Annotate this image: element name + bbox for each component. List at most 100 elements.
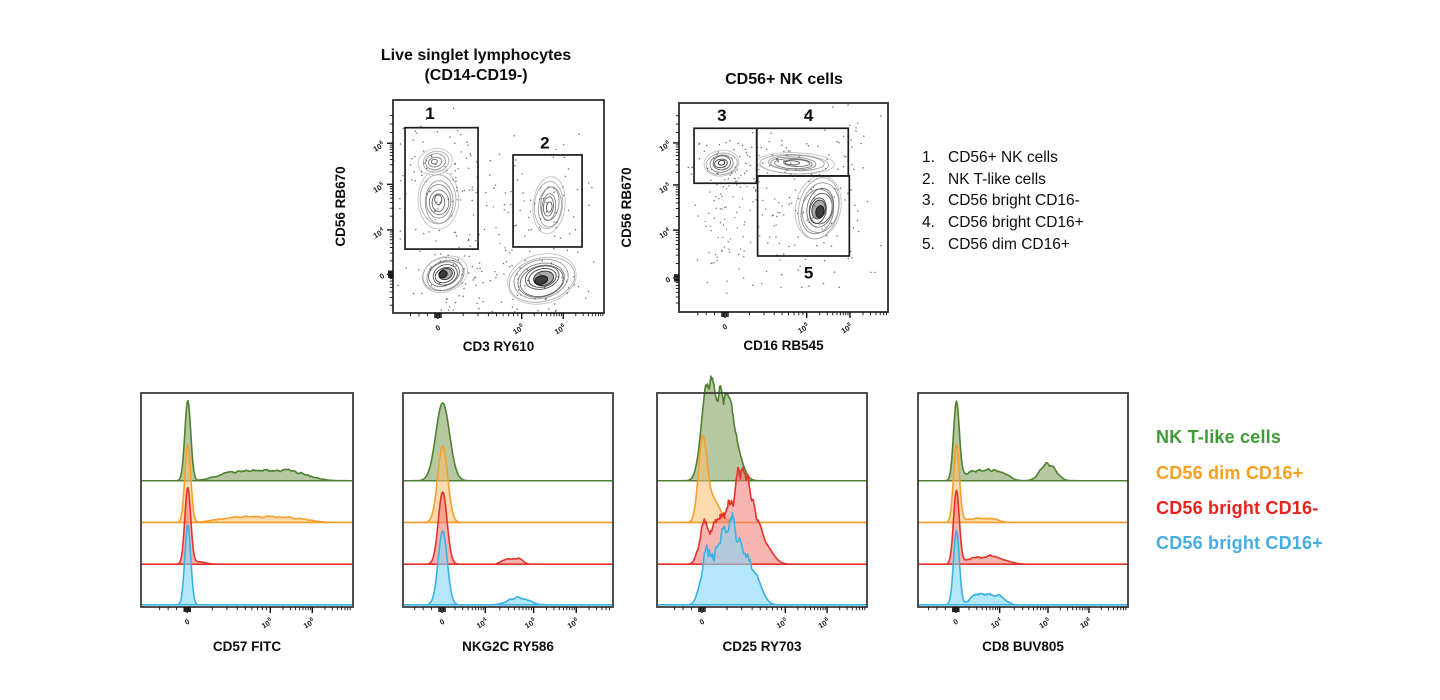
- tick-label: 106: [657, 139, 672, 153]
- histogram-rows: [657, 375, 867, 606]
- x-axis: 0 105 106: [697, 312, 887, 335]
- gate-list-number: 2.: [922, 170, 935, 188]
- histogram-curve-red: [403, 491, 613, 565]
- svg-text:106: 106: [1078, 617, 1093, 631]
- gate-list-label: CD56 bright CD16-: [948, 192, 1080, 210]
- tick-label: 0: [438, 617, 446, 627]
- svg-text:106: 106: [371, 140, 386, 154]
- histogram-curve-green: [918, 400, 1128, 482]
- histogram-curve-orange: [403, 445, 613, 524]
- svg-text:105: 105: [657, 181, 672, 195]
- histogram-curve-red: [918, 489, 1128, 565]
- histogram-legend: NK T-like cells CD56 dim CD16+ CD56 bright…: [1156, 420, 1323, 562]
- svg-text:0: 0: [952, 617, 960, 627]
- plot1-title-line2: (CD14-CD19-): [424, 67, 528, 84]
- tick-label: 106: [816, 617, 831, 631]
- histogram-curve-orange: [141, 444, 353, 524]
- x-axis-label: CD57 FITC: [213, 639, 282, 654]
- tick-label: 105: [1037, 617, 1052, 631]
- contour-population: [507, 253, 577, 305]
- tick-label: 104: [371, 226, 386, 240]
- gate-4-label: 4: [804, 106, 814, 125]
- svg-text:106: 106: [657, 139, 672, 153]
- histogram-rows: [403, 402, 613, 606]
- gate-list-item: 3. CD56 bright CD16-: [922, 191, 1084, 213]
- gate-list: 1. CD56+ NK cells 2. NK T-like cells 3. CD56 …: [922, 147, 1084, 256]
- plot-frame: [656, 392, 868, 608]
- svg-text:106: 106: [816, 617, 831, 631]
- population-scatter-dots: [752, 106, 888, 288]
- histogram-curve-red: [141, 486, 353, 565]
- scatter-field: [694, 171, 746, 294]
- contour-population: [422, 255, 468, 293]
- contour-population: [703, 149, 740, 177]
- tick-label: 0: [434, 323, 442, 333]
- svg-text:0: 0: [721, 322, 729, 332]
- plot-area: [393, 107, 595, 313]
- tick-label: 104: [475, 616, 490, 630]
- gate-list-item: 4. CD56 bright CD16+: [922, 212, 1084, 234]
- histogram-cd8-buv805: 0 104 105 106 CD8 BUV805: [917, 392, 1129, 654]
- x-axis-label: NKG2C RY586: [462, 639, 554, 654]
- gate-1-label: 1: [425, 104, 434, 123]
- histogram-curve-green: [403, 402, 613, 482]
- histogram-curve-red: [657, 466, 867, 565]
- tick-label: 0: [721, 322, 729, 332]
- gate-1-rect: [404, 126, 479, 250]
- contour-population: [756, 152, 835, 175]
- legend-item-blue: CD56 bright CD16+: [1156, 533, 1323, 554]
- histogram-cd57-fitc: 0 105 106 CD57 FITC: [140, 392, 354, 654]
- contour-population: [532, 176, 566, 235]
- gate-5-label: 5: [804, 263, 813, 282]
- gate-list-number: 1.: [922, 148, 935, 166]
- contour-plot-cd16-vs-cd56: 3 4 5 0 105 106 106 105 104 0 CD16 RB545 CD56 RB670: [619, 102, 889, 353]
- tick-label: 106: [553, 323, 568, 337]
- y-axis: 106 105 104 0: [657, 115, 679, 304]
- svg-text:104: 104: [657, 226, 672, 240]
- gate-list-item: 2. NK T-like cells: [922, 169, 1084, 191]
- population-scatter-dots: [393, 118, 492, 210]
- svg-text:0: 0: [664, 275, 672, 285]
- histogram-cd25-ry703: 0 105 106 CD25 RY703: [656, 375, 868, 654]
- gate-3-label: 3: [717, 106, 726, 125]
- scatter-field: [716, 146, 796, 192]
- y-axis: 106 105 104 0: [371, 115, 393, 306]
- population-scatter-dots: [429, 186, 595, 313]
- svg-text:105: 105: [775, 617, 790, 631]
- histogram-curve-blue: [141, 524, 353, 606]
- svg-text:105: 105: [1037, 617, 1052, 631]
- gate-2-rect: [512, 154, 583, 248]
- plot1-title-line1: Live singlet lymphocytes: [380, 47, 572, 64]
- x-axis-label: CD3 RY610: [463, 339, 535, 354]
- tick-label: 0: [664, 275, 672, 285]
- x-axis: 0 104 105 106: [928, 607, 1127, 631]
- tick-label: 105: [657, 181, 672, 195]
- tick-label: 0: [698, 617, 706, 627]
- x-axis-label: CD8 BUV805: [982, 639, 1064, 654]
- histogram-curve-blue: [918, 530, 1128, 606]
- population-scatter-dots: [393, 107, 515, 308]
- gate-list-number: 4.: [922, 214, 935, 232]
- contour-population: [417, 148, 453, 176]
- x-axis-label: CD16 RB545: [743, 338, 824, 353]
- tick-label: 105: [511, 323, 526, 337]
- population-scatter-dots: [485, 133, 593, 313]
- svg-text:0: 0: [378, 271, 386, 281]
- x-axis: 0 105 106: [159, 607, 351, 631]
- svg-text:105: 105: [260, 617, 275, 631]
- histogram-curve-orange: [657, 434, 867, 524]
- plot-frame: [392, 99, 605, 314]
- histogram-rows: [918, 400, 1128, 606]
- scatter-field: [492, 173, 557, 282]
- svg-text:104: 104: [475, 616, 490, 630]
- legend-item-orange: CD56 dim CD16+: [1156, 462, 1304, 483]
- svg-text:104: 104: [371, 226, 386, 240]
- gate-list-label: CD56 bright CD16+: [948, 214, 1084, 232]
- svg-text:0: 0: [183, 617, 191, 627]
- gate-list-label: NK T-like cells: [948, 170, 1046, 188]
- svg-text:105: 105: [371, 181, 386, 195]
- tick-label: 106: [302, 617, 317, 631]
- histogram-curve-blue: [403, 530, 613, 606]
- gate-5-rect: [756, 175, 851, 257]
- tick-label: 106: [371, 140, 386, 154]
